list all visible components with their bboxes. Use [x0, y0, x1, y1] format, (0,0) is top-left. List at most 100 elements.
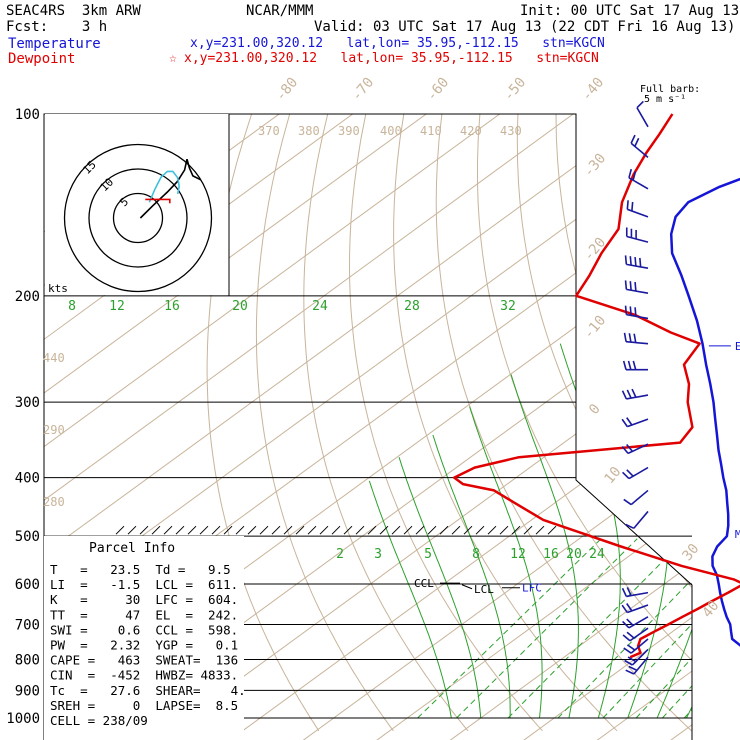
hatch-mark — [367, 525, 377, 535]
hatch-mark — [415, 525, 425, 535]
wind-barb-flag — [622, 620, 630, 629]
wind-barb-flag — [634, 257, 637, 267]
isotherm-label: -80 — [273, 75, 302, 105]
moist-adiabat-line — [469, 406, 543, 719]
hodograph-trace-red — [145, 198, 171, 204]
wind-barb-staff — [631, 648, 649, 666]
parcel-info-row: CAPE = 463 SWEAT= 136 — [50, 653, 238, 668]
wind-barb-flag — [623, 647, 632, 654]
hatch-mark — [475, 525, 485, 535]
mixing-ratio-line — [456, 538, 638, 719]
wind-barb-staff — [628, 177, 649, 190]
isotherm-label: -20 — [581, 235, 610, 265]
wind-barb-staff — [633, 510, 649, 529]
barb-note-2: 5 m s⁻¹ — [644, 94, 687, 105]
wind-barb-staff — [628, 466, 649, 480]
theta-label: 400 — [380, 124, 402, 138]
pressure-tick-label: 400 — [15, 471, 40, 487]
header-line1-center: NCAR/MMM — [246, 3, 314, 19]
moist-adiabat-line — [432, 434, 511, 718]
wind-barb-flag — [634, 137, 640, 147]
mixing-ratio-label: 16 — [543, 547, 559, 562]
isotherm-label: -70 — [349, 75, 378, 105]
isotherm-line — [44, 114, 391, 740]
moist-adiabat-label: 20 — [232, 299, 248, 314]
wind-barb — [621, 443, 649, 455]
hodograph-trace-black — [139, 158, 202, 219]
wind-barb-flag — [626, 469, 634, 477]
wind-barb — [622, 360, 648, 371]
isotherm-line — [446, 114, 692, 740]
theta-label: 430 — [500, 124, 522, 138]
wind-barb — [624, 648, 649, 666]
wind-barb-flag — [628, 333, 632, 343]
wind-barb-flag — [633, 333, 637, 343]
wind-barb-flag — [624, 305, 628, 315]
mixing-ratio-line — [557, 538, 692, 719]
parcel-info-row: Tc = 27.6 SHEAR= 4. — [50, 683, 246, 698]
moist-adiabat-line — [686, 295, 692, 719]
parcel-info-row: PW = 2.32 YGP = 0.1 — [50, 638, 238, 653]
barb-note-1: Full barb: — [640, 84, 701, 95]
parcel-info-row: T = 23.5 Td = 9.5 — [50, 562, 231, 577]
wind-barb-flag — [621, 418, 628, 428]
wind-barb-flag — [626, 443, 634, 452]
wind-barb-flag — [628, 665, 638, 672]
hatch-mark — [319, 525, 329, 535]
mixing-ratio-label: 8 — [472, 547, 480, 562]
wind-barb — [621, 603, 649, 614]
pressure-tick-label: 200 — [15, 289, 40, 305]
parcel-info-row: SREH = 0 LAPSE= 8.5 — [50, 698, 238, 713]
parcel-info-box — [44, 536, 244, 740]
isotherm-line — [44, 114, 538, 740]
theta-label: 290 — [43, 423, 65, 437]
hatch-mark — [199, 525, 209, 535]
hatch-mark — [127, 525, 137, 535]
hatch-mark — [235, 525, 245, 535]
wind-barb-flag — [626, 618, 634, 626]
wind-barb-staff — [628, 616, 649, 629]
wind-barb-flag — [632, 360, 637, 370]
dry-adiabat-line — [555, 114, 692, 732]
moist-adiabat-label: 8 — [68, 299, 76, 314]
pressure-tick-label: 700 — [15, 617, 40, 633]
wind-barb-flag — [621, 446, 629, 454]
header-line1-left: SEAC4RS 3km ARW — [6, 3, 141, 19]
isotherm-label: -40 — [579, 75, 608, 105]
hatch-mark — [211, 525, 221, 535]
lfc-label: LFC — [522, 582, 542, 595]
hodograph-ring — [88, 168, 188, 268]
mixing-ratio-line — [662, 538, 692, 719]
dewpoint-legend-label: Dewpoint — [8, 51, 76, 67]
wind-barb-staff — [627, 604, 649, 614]
hatch-mark — [331, 525, 341, 535]
moist-adiabat-line — [656, 295, 692, 719]
wind-barb — [626, 200, 649, 218]
pressure-tick-label: 800 — [15, 652, 40, 668]
isotherm-line — [299, 114, 692, 740]
hatch-mark — [271, 525, 281, 535]
mixing-ratio-label: 20 — [566, 547, 582, 562]
dry-adiabat-line — [393, 114, 618, 732]
hatch-mark — [307, 525, 317, 535]
isotherm-label: -10 — [581, 313, 610, 343]
mixing-ratio-label: 24 — [589, 547, 605, 562]
wind-barb-flag — [627, 360, 632, 370]
wind-barb-flag — [621, 604, 628, 613]
hatch-mark — [403, 525, 413, 535]
m-label: M — [735, 528, 740, 541]
hatch-mark — [487, 525, 497, 535]
mixing-ratio-line — [602, 538, 692, 719]
wind-barb-staff — [626, 591, 649, 598]
wind-barb-staff — [626, 394, 649, 400]
hatch-mark — [163, 525, 173, 535]
hodograph-background — [45, 114, 229, 295]
theta-label: 390 — [338, 124, 360, 138]
theta-label: 380 — [298, 124, 320, 138]
ccl-label: CCL — [414, 577, 434, 590]
pressure-tick-label: 600 — [15, 577, 40, 593]
wind-barb-flag — [624, 659, 633, 666]
wind-barb-staff — [626, 288, 649, 294]
hatch-mark — [535, 525, 545, 535]
dry-adiabat-line — [348, 114, 543, 732]
